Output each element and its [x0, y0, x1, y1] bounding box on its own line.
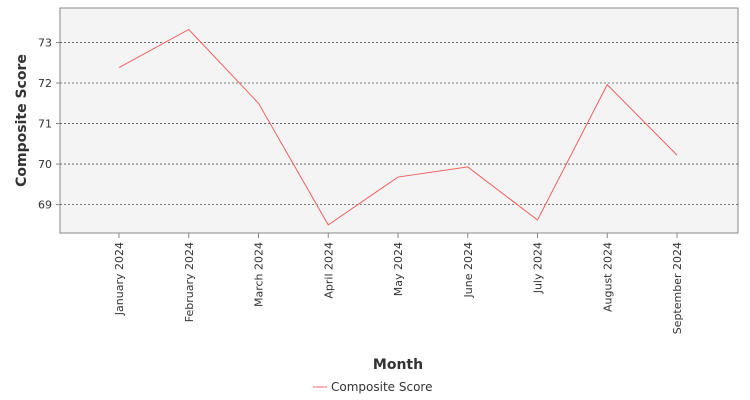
y-axis: 69 70 71 72 73 [38, 36, 60, 212]
x-tick-label: February 2024 [183, 242, 196, 322]
x-tick-label: May 2024 [392, 242, 405, 296]
y-tick-label: 71 [38, 118, 52, 131]
y-tick-label: 70 [38, 158, 52, 171]
gridlines [60, 42, 738, 206]
x-tick-label: September 2024 [671, 242, 684, 334]
x-tick-label: July 2024 [532, 242, 545, 294]
x-axis-title: Month [373, 357, 423, 373]
x-tick-label: March 2024 [253, 242, 266, 307]
y-axis-title: Composite Score [14, 54, 30, 187]
x-tick-label: January 2024 [113, 242, 126, 316]
y-tick-label: 69 [38, 199, 52, 212]
y-tick-label: 72 [38, 77, 52, 90]
legend-label: Composite Score [331, 380, 432, 394]
x-axis: January 2024 February 2024 March 2024 April… [113, 233, 684, 334]
legend: Composite Score [313, 380, 432, 394]
x-tick-label: April 2024 [322, 242, 335, 299]
y-tick-label: 73 [38, 36, 52, 49]
series-line-composite-score [118, 28, 678, 226]
x-tick-label: June 2024 [462, 242, 475, 298]
plot-area [59, 7, 739, 234]
x-tick-label: August 2024 [601, 242, 614, 312]
